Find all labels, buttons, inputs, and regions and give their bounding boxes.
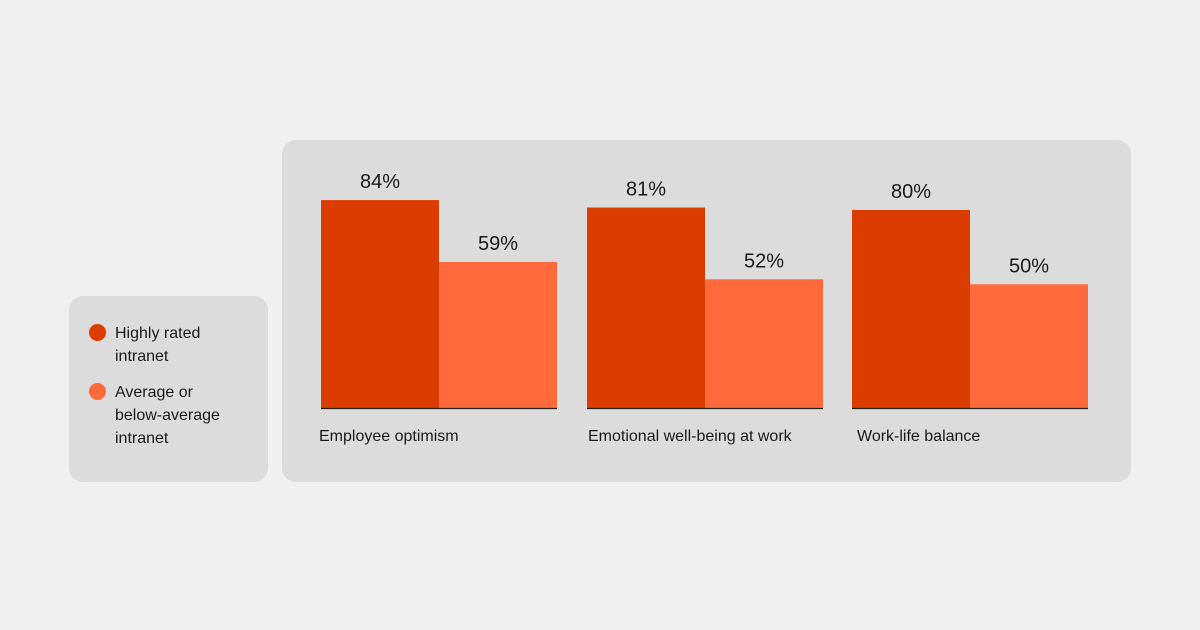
- data-label: 50%: [1009, 255, 1049, 277]
- bar: [970, 284, 1088, 408]
- legend-label-average: Average or below-average intranet: [115, 381, 265, 450]
- legend-label-line: below-average: [115, 407, 220, 424]
- bar-group: 84% 59% Employee optimism: [319, 171, 557, 445]
- bar: [439, 261, 557, 408]
- legend-panel: Highly rated intranet Average or below-a…: [69, 296, 268, 482]
- bar: [587, 207, 705, 408]
- legend-label-line: Average or: [115, 384, 193, 401]
- data-label: 52%: [744, 250, 784, 272]
- legend-label-line: intranet: [115, 430, 169, 447]
- legend-swatch-average: [89, 383, 106, 400]
- legend-label-line: Highly rated: [115, 325, 201, 342]
- bar-group: 81% 52% Emotional well-being at work: [587, 179, 823, 445]
- data-label: 59%: [478, 233, 518, 255]
- legend-swatch-highly-rated: [89, 324, 106, 341]
- category-label: Emotional well-being at work: [588, 428, 793, 445]
- category-label: Work-life balance: [857, 428, 980, 445]
- data-label: 84%: [360, 171, 400, 193]
- legend-label-line: intranet: [115, 348, 169, 365]
- data-label: 81%: [626, 179, 666, 201]
- bar: [852, 210, 970, 408]
- category-label: Employee optimism: [319, 428, 459, 445]
- bar-group: 80% 50% Work-life balance: [852, 181, 1088, 445]
- legend-label-highly-rated: Highly rated intranet: [115, 322, 265, 368]
- bar: [321, 200, 439, 408]
- data-label: 80%: [891, 181, 931, 203]
- bar: [705, 279, 823, 408]
